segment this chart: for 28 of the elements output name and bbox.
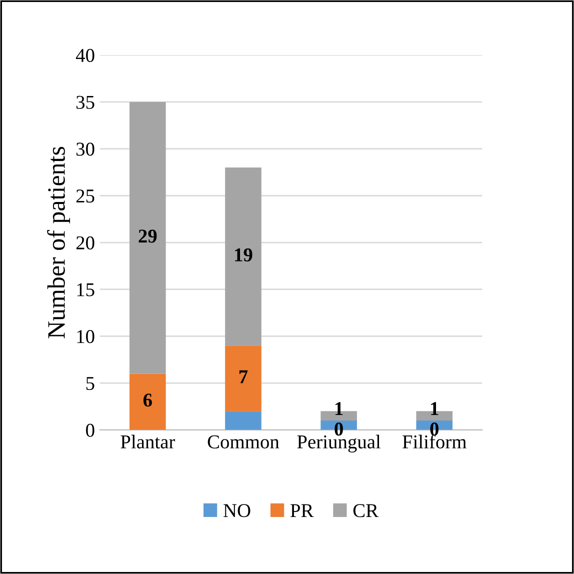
x-tick-label: Filiform (402, 434, 466, 448)
data-label: 29 (138, 230, 157, 243)
legend-label: CR (353, 504, 378, 518)
x-tick-label: Plantar (120, 434, 176, 448)
x-tick-label: Periungual (297, 434, 381, 452)
data-label: 7 (239, 370, 248, 384)
y-tick-label: 20 (76, 236, 94, 250)
data-label: 6 (143, 394, 152, 407)
bar (130, 374, 166, 430)
y-tick-label: 30 (76, 142, 94, 156)
y-tick-label: 40 (76, 48, 94, 62)
data-label: 1 (336, 402, 343, 416)
data-label: 1 (431, 402, 438, 416)
y-tick-label: 25 (76, 190, 94, 203)
data-label: 19 (235, 248, 252, 262)
legend-label: NO (224, 504, 250, 518)
y-tick-label: 15 (77, 283, 94, 296)
bar (225, 168, 262, 346)
bar (225, 411, 262, 430)
y-tick-label: 5 (86, 377, 94, 390)
bar (225, 346, 262, 412)
y-tick-label: 35 (76, 96, 94, 109)
y-tick-label: 0 (86, 424, 94, 437)
legend-label: PR (290, 504, 314, 517)
x-tick-label: Common (208, 435, 280, 448)
y-tick-label: 10 (77, 330, 94, 344)
y-axis-title: Number of patients (47, 146, 70, 338)
bar (130, 102, 166, 374)
